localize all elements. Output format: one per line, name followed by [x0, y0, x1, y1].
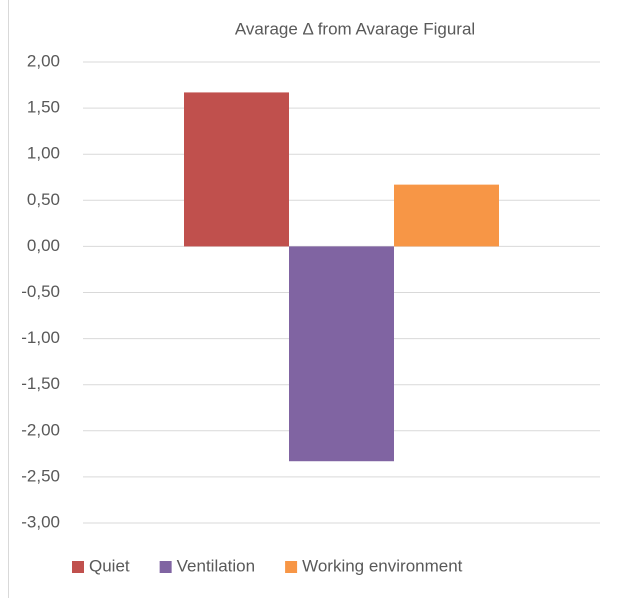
- y-tick-label: 1,50: [27, 98, 60, 117]
- y-tick-label: 2,00: [27, 51, 60, 70]
- legend-label: Ventilation: [177, 556, 255, 575]
- y-tick-label: -3,00: [21, 512, 60, 531]
- legend-swatch: [72, 561, 84, 573]
- y-tick-label: -1,00: [21, 328, 60, 347]
- legend-swatch: [159, 561, 172, 573]
- bar: [184, 92, 289, 247]
- legend-label: Working environment: [302, 556, 463, 575]
- y-tick-label: -0,50: [21, 282, 60, 301]
- y-tick-label: 0,50: [27, 190, 60, 209]
- bar: [289, 246, 394, 462]
- y-tick-label: -2,50: [21, 466, 60, 485]
- legend-label: Quiet: [89, 556, 130, 575]
- legend-swatch: [285, 561, 298, 573]
- bar: [394, 184, 499, 247]
- y-tick-label: 0,00: [27, 236, 60, 255]
- y-tick-label: 1,00: [27, 144, 60, 163]
- y-tick-label: -1,50: [21, 374, 60, 393]
- y-tick-label: -2,00: [21, 420, 60, 439]
- chart-title: Avarage Δ from Avarage Figural: [235, 19, 475, 38]
